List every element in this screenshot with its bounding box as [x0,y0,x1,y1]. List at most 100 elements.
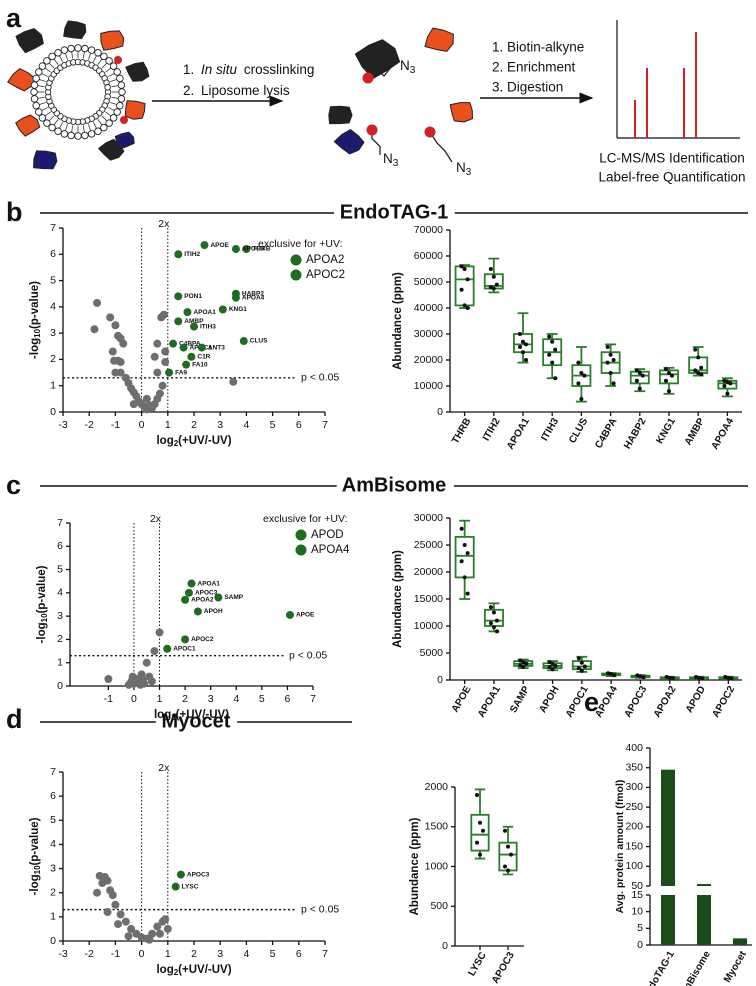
data-point [503,828,507,833]
data-point [637,371,642,375]
data-point [153,368,162,377]
point-label: FA9 [175,369,187,376]
lipid-tail [108,73,115,77]
section-title: EndoTAG-1 [340,201,449,223]
label-part: (p-value) [29,817,41,865]
data-point [494,618,499,623]
data-point [128,672,137,681]
bar [733,938,747,945]
y-tick-label: 1000 [425,860,449,872]
crosslinker [362,72,374,84]
lipid-tail [64,124,68,132]
y-tick-label: 6 [50,248,56,260]
data-point [696,355,701,360]
lipid-tail [110,102,118,106]
y-tick-label: 4 [50,301,56,313]
data-point [582,664,587,669]
azide-part: 3 [393,158,399,169]
y-axis-label: Abundance (ppm) [409,817,421,915]
lipid-head [48,52,56,61]
x-tick-label: 4 [243,419,249,431]
protein-blob [100,30,125,51]
y-tick-label: 40000 [414,302,443,314]
data-point [174,317,183,326]
x-tick-label: 0 [139,948,145,960]
lipid-head [118,88,126,96]
y-tick-label: 10000 [414,620,443,632]
step-number: 1. [183,62,194,77]
y-tick-label: 70000 [414,224,443,236]
lipid-head [35,68,43,76]
lipid-head [100,123,108,132]
data-point [150,647,159,656]
data-point [576,360,581,365]
data-point [491,625,496,630]
lipid-tail [82,51,85,59]
data-point [521,339,525,344]
y-tick-label: 25000 [414,539,443,551]
data-point [634,378,639,383]
legend-dot [290,254,302,266]
x-tick-label: 3 [217,419,223,431]
threshold-label: 2x [158,218,170,230]
label-part: 2 [174,439,179,448]
data-point [150,352,159,361]
data-point [579,371,584,375]
data-point [465,277,470,282]
x-tick-label: 6 [284,693,290,705]
data-point [582,373,587,378]
label-part: log [156,964,173,976]
x-tick-label: -2 [85,948,94,960]
x-tick-label: 2 [182,693,188,705]
azide-part: N [383,151,393,166]
lipid-tail [64,52,68,60]
crosslinker [424,126,436,138]
label-part: (+UV/-UV) [178,435,232,447]
y-tick-label: 1 [50,911,56,923]
y-axis-label: -log10(p-value) [29,817,42,895]
protein-blob [354,39,401,79]
x-tick-label: 0 [131,693,137,705]
exclusive-title: exclusive for +UV: [258,238,343,250]
lipid-head [100,52,108,61]
x-tick-label: -3 [58,948,67,960]
label-part: log [154,709,171,721]
lipid-tail [108,107,115,111]
y-tick-label: 1 [50,379,56,391]
lipid-head [48,123,56,132]
x-tick-label: APOE [450,684,474,714]
label-part: log [156,435,173,447]
label-part: (+UV/-UV) [176,709,230,721]
lipid-head [87,46,96,54]
x-tick-label: 7 [310,693,316,705]
point-label: APOA2 [191,597,214,604]
x-tick-label: ITIH3 [539,416,561,443]
data-point [553,347,558,352]
threshold-label: p < 0.05 [301,372,339,384]
panel-label: a [6,3,22,33]
data-point [106,313,115,322]
data-point [488,605,493,610]
y-tick-label: 0 [442,940,448,952]
lipid-head [81,44,89,53]
y-tick-label: 0 [57,680,63,692]
data-point [576,656,581,661]
x-tick-label: C4BPA [593,416,619,450]
x-tick-label: 4 [233,693,239,705]
data-point [161,347,170,356]
bar [661,769,675,886]
y-tick-label: 50000 [414,276,443,288]
point-label: APOE [210,242,229,249]
point-label: FA10 [192,361,208,368]
data-point [518,345,522,349]
data-point [494,629,499,634]
x-tick-label: -1 [111,948,120,960]
lipid-head [35,108,43,116]
x-axis-label: log2(+UV/-UV) [156,435,231,448]
lipid-head [43,119,51,127]
lipid-tail [38,102,46,106]
point-label: ITIH2 [184,251,200,258]
legend-label: APOD [311,529,344,541]
bar [697,884,711,886]
point-label: APOA1 [193,309,216,316]
